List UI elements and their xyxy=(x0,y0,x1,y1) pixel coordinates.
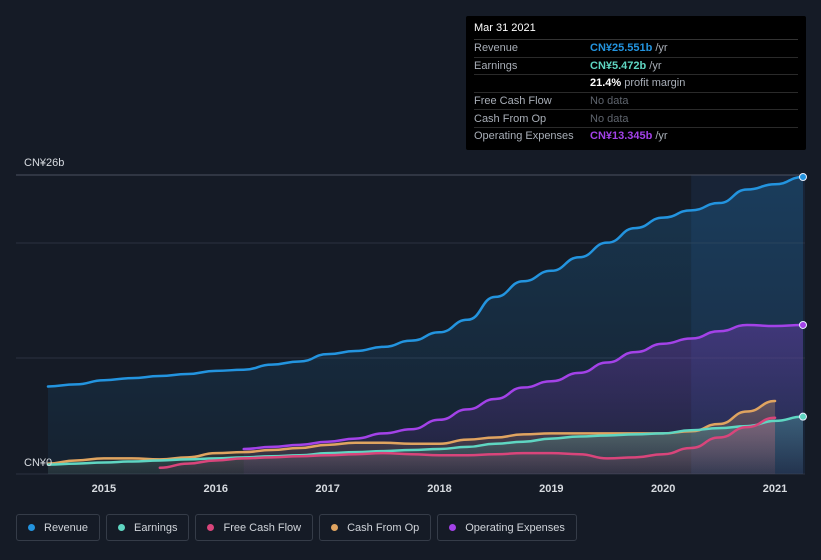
x-tick-label: 2021 xyxy=(763,483,787,495)
legend-dot-icon xyxy=(207,524,215,531)
x-tick-labels: 2015 2016 2017 2018 2019 2020 2021 xyxy=(92,483,788,495)
tooltip-value: 21.4% xyxy=(590,77,622,90)
tooltip-value: No data xyxy=(590,112,629,125)
tooltip-row-revenue: Revenue CN¥25.551b /yr xyxy=(474,40,798,58)
tooltip-label: Free Cash Flow xyxy=(474,95,552,108)
tooltip-row-opex: Operating Expenses CN¥13.345b /yr xyxy=(474,128,798,145)
legend-dot-icon xyxy=(449,524,457,531)
y-tick-label-bottom: CN¥0 xyxy=(24,457,52,469)
legend-dot-icon xyxy=(331,524,339,531)
legend-item-free-cash-flow[interactable]: Free Cash Flow xyxy=(195,514,314,541)
tooltip-label: Revenue xyxy=(474,42,519,55)
tooltip-unit: /yr xyxy=(655,42,668,55)
tooltip-value: CN¥13.345b xyxy=(590,130,653,143)
series-end-dots xyxy=(799,173,807,421)
free-cash-flow-line xyxy=(158,416,777,469)
legend-item-revenue[interactable]: Revenue xyxy=(16,514,101,541)
x-tick-label: 2015 xyxy=(92,483,116,495)
free-cash-flow-area xyxy=(159,417,776,474)
tooltip-label: Operating Expenses xyxy=(474,130,574,143)
legend-item-cash-from-op[interactable]: Cash From Op xyxy=(319,514,432,541)
operating-expenses-line xyxy=(242,323,805,451)
tooltip-row-margin: 21.4% profit margin xyxy=(474,75,798,93)
tooltip-value: CN¥5.472b xyxy=(590,59,647,72)
legend-item-earnings[interactable]: Earnings xyxy=(106,514,190,541)
legend-label: Cash From Op xyxy=(347,521,420,534)
legend-label: Operating Expenses xyxy=(465,521,565,534)
tooltip-row-cfo: Cash From Op No data xyxy=(474,110,798,128)
x-tick-label: 2018 xyxy=(427,483,451,495)
tooltip-label: Cash From Op xyxy=(474,112,547,125)
legend: Revenue Earnings Free Cash Flow Cash Fro… xyxy=(16,514,577,541)
series-lines xyxy=(46,175,805,469)
tooltip: Mar 31 2021 Revenue CN¥25.551b /yr Earni… xyxy=(466,16,806,150)
tooltip-unit: /yr xyxy=(655,130,668,143)
x-tick-label: 2016 xyxy=(204,483,228,495)
legend-dot-icon xyxy=(118,524,126,531)
tooltip-row-earnings: Earnings CN¥5.472b /yr xyxy=(474,58,798,76)
x-tick-label: 2017 xyxy=(315,483,339,495)
y-tick-label-top: CN¥26b xyxy=(24,157,64,169)
legend-label: Earnings xyxy=(134,521,178,534)
earnings-end-dot xyxy=(799,412,807,421)
legend-label: Revenue xyxy=(44,521,89,534)
revenue-end-dot xyxy=(799,173,807,181)
tooltip-date: Mar 31 2021 xyxy=(474,22,798,40)
revenue-line xyxy=(46,175,805,388)
tooltip-unit: profit margin xyxy=(624,77,686,90)
legend-label: Free Cash Flow xyxy=(223,521,302,534)
legend-dot-icon xyxy=(28,524,35,531)
x-tick-label: 2019 xyxy=(539,483,563,495)
x-tick-label: 2020 xyxy=(651,483,675,495)
chart: CN¥26b CN¥0 2015 2016 2017 2018 2019 2020 2021 xyxy=(16,157,807,495)
operating-expenses-end-dot xyxy=(799,320,807,329)
earnings-line xyxy=(46,415,805,466)
legend-item-operating-expenses[interactable]: Operating Expenses xyxy=(437,514,577,541)
tooltip-value: No data xyxy=(590,95,629,108)
tooltip-unit: /yr xyxy=(649,59,662,72)
tooltip-value: CN¥25.551b xyxy=(590,42,653,55)
tooltip-row-fcf: Free Cash Flow No data xyxy=(474,93,798,111)
tooltip-label: Earnings xyxy=(474,59,518,72)
